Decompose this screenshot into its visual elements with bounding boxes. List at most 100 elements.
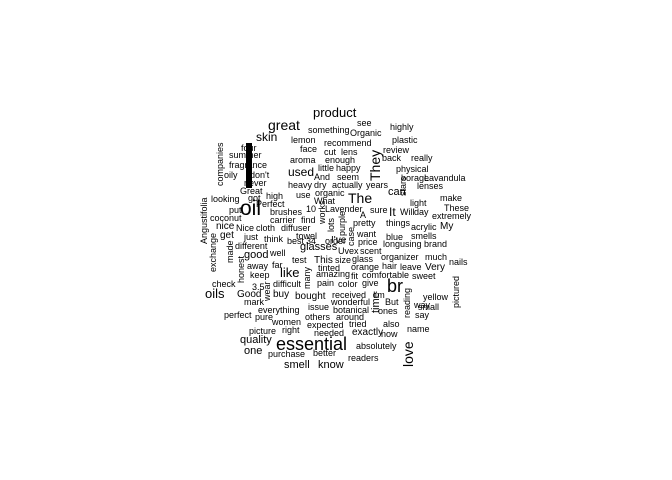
word-fit: fit [351,271,359,281]
word-buy: buy [273,289,290,300]
word-organic-cap: Organic [350,128,382,138]
word-lens: lens [341,147,358,157]
word-great: great [268,117,300,133]
word-long: long [383,239,401,249]
word-keep: keep [250,270,270,280]
word-sweet: sweet [412,271,436,281]
word-towel: towel [296,231,318,241]
word-know: know [318,359,344,371]
word-comfortable: comfortable [362,270,410,280]
word-mark: mark [244,297,264,307]
word-check: check [212,279,236,289]
word-well: well [270,248,286,258]
word-highly: highly [390,122,414,132]
word-enough: enough [325,155,356,165]
word-smells: smells [411,231,437,241]
word-want: want [357,229,377,239]
word-small: small [418,302,440,312]
word-needed: needed [314,328,345,338]
word-they: They [367,149,383,181]
word-and: And [314,172,331,182]
word-good-cap: Good [237,289,262,300]
word-purchase: purchase [268,349,306,359]
word-10: 10 [306,204,317,214]
word-give: give [362,278,379,288]
word-a: A [360,210,367,220]
word-name: name [407,324,430,334]
word-good: good [244,249,269,261]
word-exchange: exchange [208,232,218,272]
word-nice-cap: Nice [236,223,255,233]
word-diffuser: diffuser [281,223,311,233]
word-say: say [415,310,430,320]
word-product: product [313,105,357,120]
word-extremely: extremely [432,211,472,221]
word-looking: looking [211,194,240,204]
word-get: get [220,230,234,241]
word-physical: physical [396,164,429,174]
word-order: order [325,236,347,246]
word-essential: essential [276,334,348,354]
word-price: price [358,237,378,247]
word-much: much [425,252,448,262]
word-nails: nails [449,257,468,267]
word-glass: glass [352,254,374,264]
word-amazing: amazing [316,269,351,279]
word-it: It [389,205,396,219]
word-cloth: cloth [256,223,276,233]
word-dont: don't [250,170,270,180]
word-leave: leave [400,262,422,272]
word-received: received [332,290,367,300]
word-exactly: exactly [352,327,384,338]
word-review: review [383,145,410,155]
word-made: made [225,240,235,263]
word-many: many [302,266,312,289]
word-oil: oil [240,197,262,220]
word-acrylic: acrylic [411,222,437,232]
word-difficult: difficult [273,279,301,289]
word-companies: companies [215,142,225,186]
word-yellow: yellow [423,292,449,302]
word-things: things [386,218,411,228]
word-just: just [244,232,259,242]
word-hair: hair [382,261,398,271]
word-wear: wear [262,281,272,301]
word-fragrance: fragrance [229,160,268,170]
word-great-cap: Great [240,186,263,196]
word-reading: reading [402,287,412,318]
word-light: light [410,198,427,208]
word-absolutely: absolutely [356,341,397,351]
word-right: right [282,325,300,335]
word-this: This [314,255,333,266]
word-brand: brand [424,239,448,249]
word-others: others [305,312,331,322]
word-stars: stars [398,176,408,196]
word-plastic: plastic [392,135,418,145]
word-find: find [301,215,316,225]
word-now: now [381,329,398,339]
vertical-bar-glyph [246,143,252,188]
word-like: like [280,265,300,280]
word-heavy: heavy [288,180,313,190]
word-picture: picture [249,326,277,336]
word-honest: honest [236,255,246,283]
word-uvex: Uvex [338,246,359,256]
word-perfect: perfect [224,310,252,320]
word-one: one [244,345,263,357]
word-smell: smell [284,359,310,371]
word-tinted: tinted [318,263,341,273]
word-got: got [248,193,261,203]
word-im: I'm [373,290,385,300]
word-something: something [308,125,350,135]
word-seem: seem [337,172,360,182]
word-ones: ones [378,306,398,316]
word-pictured: pictured [451,275,461,308]
word-organizer: organizer [381,252,419,262]
word-size: size [335,255,352,265]
word-recommend: recommend [324,138,372,148]
word-use: use [296,190,311,200]
word-i-ve: I've [331,235,347,246]
word-different: different [235,241,268,251]
word-organic: organic [315,188,345,198]
